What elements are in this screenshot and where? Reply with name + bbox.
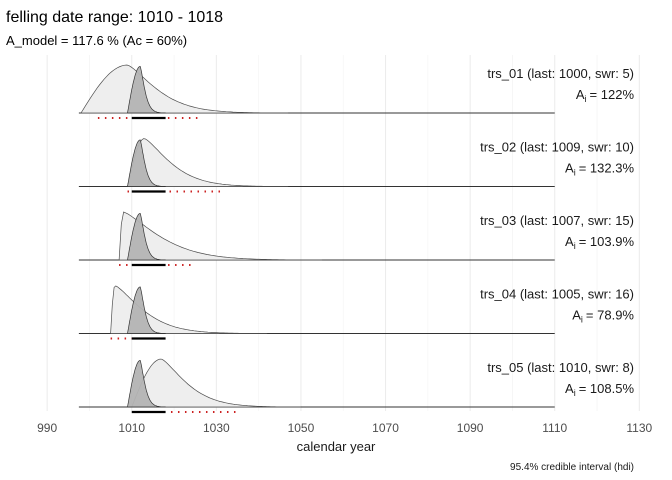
model-density-area <box>127 65 166 114</box>
model-density-area <box>127 139 166 187</box>
agreement-symbol: A <box>565 381 574 396</box>
x-tick-label: 1130 <box>626 421 652 435</box>
series-label: trs_05 (last: 1010, swr: 8) <box>487 360 634 375</box>
series-panel-3: trs_03 (last: 1007, swr: 15) Ai = 103.9% <box>78 211 634 267</box>
x-tick-labels: 990 1010 1030 1050 1070 1090 1110 1130 <box>37 421 652 435</box>
agreement-symbol: A <box>565 234 574 249</box>
chart-caption: 95.4% credible interval (hdi) <box>510 462 634 473</box>
series-density-area <box>131 358 301 408</box>
agreement-subscript: i <box>585 94 587 104</box>
series-label: trs_01 (last: 1000, swr: 5) <box>487 66 634 81</box>
x-axis-title: calendar year <box>297 439 376 454</box>
series-panel-5: trs_05 (last: 1010, swr: 8) Ai = 108.5% <box>78 358 634 414</box>
agreement-subscript: i <box>581 315 583 325</box>
series-density-area <box>80 64 289 114</box>
agreement-value: = 108.5% <box>579 381 635 396</box>
series-label: trs_03 (last: 1007, swr: 15) <box>480 213 634 228</box>
series-panel-2: trs_02 (last: 1009, swr: 10) Ai = 132.3% <box>78 138 634 193</box>
x-tick-label: 1090 <box>457 421 484 435</box>
grid-lines <box>46 55 640 411</box>
x-tick-label: 990 <box>37 421 57 435</box>
model-density-area <box>127 359 166 408</box>
series-panel-1: trs_01 (last: 1000, swr: 5) Ai = 122% <box>78 64 635 120</box>
agreement-symbol: A <box>572 308 581 323</box>
agreement-subscript: i <box>574 168 576 178</box>
series-panel-4: trs_04 (last: 1005, swr: 16) Ai = 78.9% <box>78 285 634 340</box>
series-label: trs_04 (last: 1005, swr: 16) <box>480 287 634 302</box>
x-tick-label: 1070 <box>372 421 399 435</box>
agreement-label: Ai = 103.9% <box>565 234 634 251</box>
agreement-value: = 132.3% <box>579 161 635 176</box>
model-density-area <box>127 212 166 261</box>
agreement-subscript: i <box>574 388 576 398</box>
x-tick-label: 1110 <box>542 421 567 435</box>
series-density-area <box>118 211 323 261</box>
model-density-area <box>127 286 166 334</box>
agreement-label: Ai = 122% <box>576 87 635 104</box>
agreement-symbol: A <box>565 161 574 176</box>
agreement-value: = 122% <box>590 87 635 102</box>
chart-title: felling date range: 1010 - 1018 <box>6 9 223 26</box>
agreement-label: Ai = 108.5% <box>565 381 634 398</box>
agreement-subscript: i <box>574 241 576 251</box>
x-tick-label: 1050 <box>288 421 315 435</box>
series-density-area <box>127 138 289 187</box>
series-panels: trs_01 (last: 1000, swr: 5)Ai = 122%trs_0… <box>78 64 635 414</box>
chart-subtitle: A_model = 117.6 % (Ac = 60%) <box>6 33 187 48</box>
agreement-label: Ai = 132.3% <box>565 161 634 178</box>
agreement-value: = 78.9% <box>586 308 635 323</box>
agreement-label: Ai = 78.9% <box>572 308 634 325</box>
series-label: trs_02 (last: 1009, swr: 10) <box>480 140 634 155</box>
x-tick-label: 1010 <box>118 421 145 435</box>
agreement-symbol: A <box>576 87 585 102</box>
x-tick-label: 1030 <box>203 421 230 435</box>
agreement-value: = 103.9% <box>579 234 635 249</box>
